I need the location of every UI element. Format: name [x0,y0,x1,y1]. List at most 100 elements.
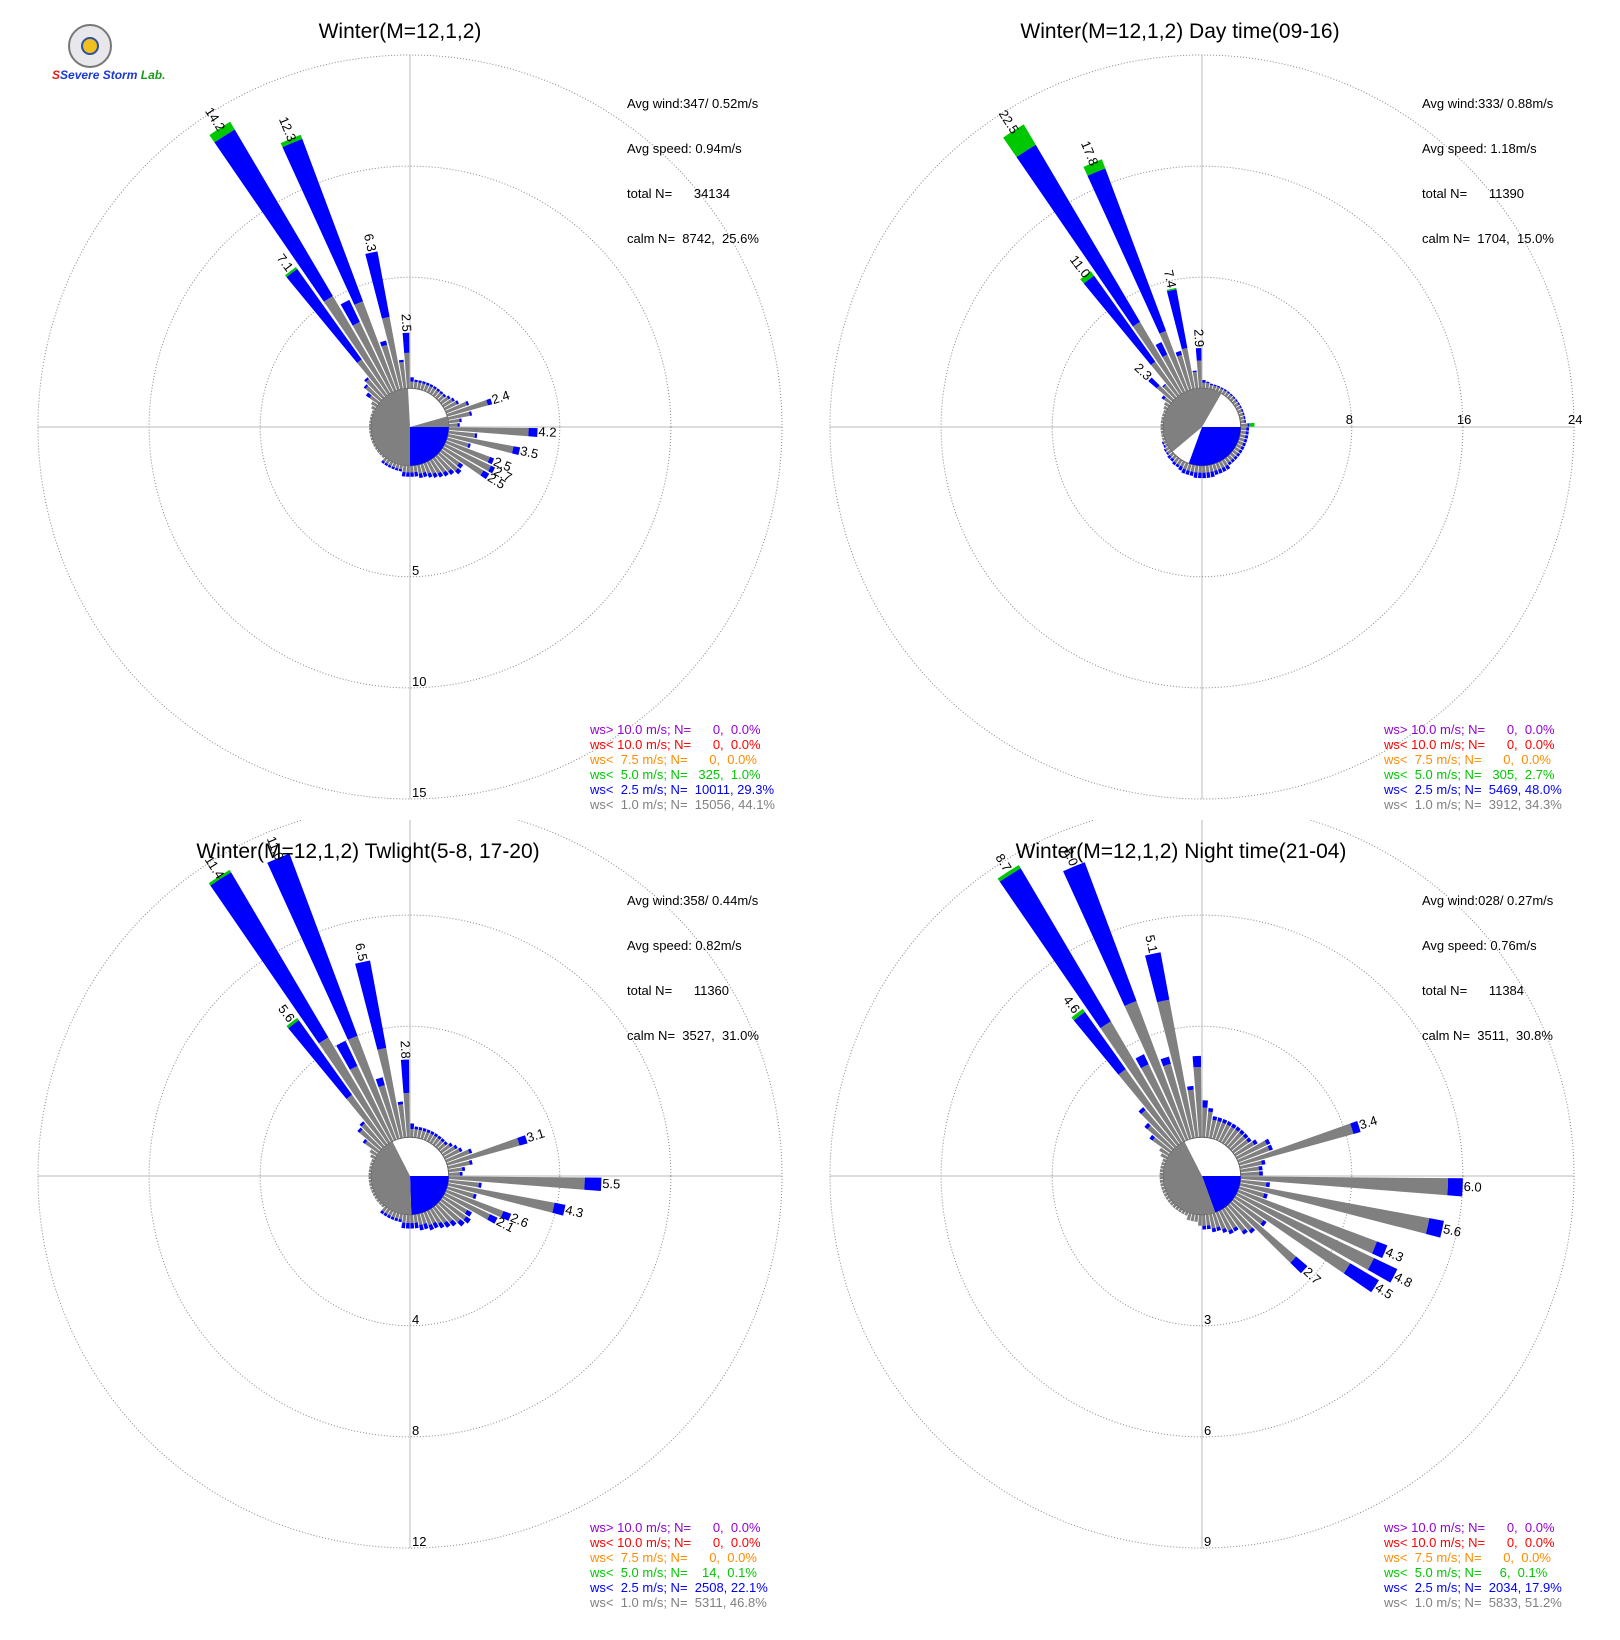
bar-segment [439,396,449,405]
bar-segment [528,428,538,438]
calm-n: calm N= 1704, 15.0% [1422,231,1554,246]
bar-segment [1167,454,1172,459]
avg-speed: Avg speed: 1.18m/s [1422,141,1537,156]
logo-wordmark: SSevere Storm Lab. [52,68,166,82]
bar-segment [404,352,410,389]
avg-wind: Avg wind:358/ 0.44m/s [627,893,759,908]
bar-segment [1161,441,1165,445]
bar-segment [398,1104,407,1138]
bar-segment [1160,423,1164,427]
bar-segment [1290,1256,1308,1274]
bar-segment [1237,409,1243,414]
bar-segment [1214,470,1219,475]
bar-segment [361,1123,385,1149]
bar-segment [461,1166,466,1171]
bar-segment [429,384,434,388]
bar-segment [1194,465,1199,473]
avg-wind: Avg wind:333/ 0.88m/s [1422,96,1554,111]
bar-segment [394,467,399,471]
bar-segment [1205,382,1210,389]
bar-value-label: 12.3 [276,115,300,144]
bar-segment [368,1169,372,1173]
bar-segment [209,121,235,143]
bar-value-label: 4.8 [1392,1269,1415,1291]
bar-segment [432,472,438,478]
bar-segment [1196,360,1202,389]
bar-segment [1175,463,1180,468]
bar-segment [1240,430,1247,435]
bar-segment [401,471,406,477]
bar-segment [1235,1140,1268,1160]
legend-entry: ws> 10.0 m/s; N= 0, 0.0% [1384,1520,1555,1535]
bar-segment [1224,1129,1239,1147]
bar-segment [1180,460,1186,467]
bar-segment [357,359,388,398]
bar-segment [1206,381,1210,384]
legend-entry: ws< 7.5 m/s; N= 0, 0.0% [1384,752,1551,767]
bar-segment [1209,384,1213,390]
legend: ws> 10.0 m/s; N= 0, 0.0% ws< 10.0 m/s; N=… [1384,1520,1562,1610]
bar-segment [420,1212,427,1224]
bar-segment [1165,451,1169,456]
bar-segment [429,1135,437,1145]
bar-segment [446,437,469,448]
bar-segment [1226,1121,1232,1127]
bar-segment [478,1182,482,1188]
bar-segment [420,383,426,391]
bar-segment [383,1212,388,1217]
bar-segment [465,400,470,406]
calm-n: calm N= 8742, 25.6% [627,231,759,246]
bar-segment [1267,1144,1273,1151]
bar-segment [440,1138,445,1143]
bar-segment [1159,1172,1164,1176]
bar-segment [1223,388,1228,392]
bar-segment [1118,1069,1180,1147]
bar-value-label: 2.5 [491,454,513,475]
bar-segment [1228,1229,1234,1235]
bar-segment [464,1209,473,1217]
bar-segment [410,472,414,477]
bar-segment [1198,465,1202,473]
bar-segment [1243,415,1246,420]
calm-wedge-gray [1163,1141,1216,1215]
bar-value-label: 2.5 [399,313,415,332]
bar-segment [380,340,388,347]
bar-segment [368,1176,372,1180]
legend-entry: ws< 5.0 m/s; N= 6, 0.1% [1384,1565,1548,1580]
bar-segment [1183,462,1189,470]
bar-segment [384,462,389,467]
bar-segment [1202,379,1206,383]
legend-entry: ws> 10.0 m/s; N= 0, 0.0% [590,722,761,737]
bar-segment [406,1214,410,1224]
bar-segment [1163,384,1177,400]
bar-segment [1260,1219,1267,1227]
bar-segment [1176,458,1183,466]
bar-segment [423,384,429,392]
ring-label: 5 [412,563,419,578]
bar-segment [448,1167,463,1173]
bar-segment [1239,416,1245,420]
bar-segment [447,1160,470,1169]
bar-segment [426,1129,431,1134]
bar-value-label: 4.3 [1383,1244,1405,1265]
bar-segment [1260,1159,1266,1165]
bar-segment [364,1140,381,1154]
bar-segment [443,1148,460,1160]
bar-segment [448,1142,453,1148]
bar-segment [1149,1134,1156,1141]
grid-ring [829,54,1575,800]
bar-value-label: 3.4 [1357,1113,1379,1133]
bar-segment [1209,464,1214,472]
bar-segment [445,1189,504,1218]
bar-segment [398,468,403,472]
bar-segment [375,1077,385,1088]
bar-value-label: 2.9 [1191,329,1207,348]
bar-segment [381,316,403,390]
bar-segment [448,418,460,424]
calm-wedge-gray [1163,388,1222,452]
bar-segment [422,381,426,385]
bar-segment [442,393,447,398]
bar-segment [1221,466,1227,472]
bar-segment [1124,1001,1189,1141]
bar-segment [468,1160,473,1165]
